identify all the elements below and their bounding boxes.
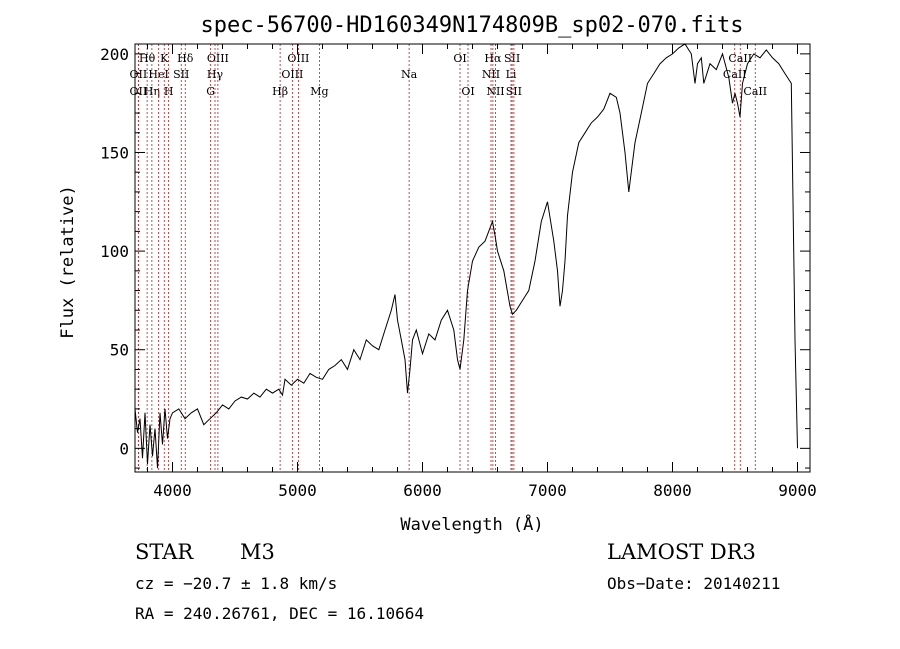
spectral-line-label: NII	[486, 85, 504, 98]
x-tick-label: 4000	[153, 481, 192, 500]
x-tick-label: 9000	[778, 481, 817, 500]
object-subclass: M3	[240, 540, 275, 564]
x-tick-label: 5000	[278, 481, 317, 500]
spectral-line-label: K	[160, 52, 169, 65]
spectral-line-label: Mg	[310, 85, 328, 98]
spectral-line-label: Hδ	[177, 52, 194, 65]
object-class: STAR	[135, 540, 194, 564]
survey-name: LAMOST DR3	[607, 540, 756, 564]
spectral-line-label: SII	[173, 68, 189, 81]
y-tick-label: 150	[100, 143, 129, 162]
chart-title: spec-56700-HD160349N174809B_sp02-070.fit…	[200, 13, 743, 38]
observation-date: Obs−Date: 20140211	[607, 574, 781, 593]
spectral-line-label: OIII	[281, 68, 303, 81]
spectral-line-label: HeI	[148, 68, 168, 81]
spectral-line-label: NII	[482, 68, 500, 81]
spectral-line-label: SII	[506, 85, 522, 98]
spectral-line-label: SII	[504, 52, 520, 65]
x-tick-label: 6000	[403, 481, 442, 500]
spectral-line-label: OIII	[207, 52, 229, 65]
spectral-line-label: Hβ	[272, 85, 288, 98]
spectral-line-label: Na	[401, 68, 418, 81]
y-tick-label: 50	[110, 341, 129, 360]
x-tick-label: 7000	[528, 481, 567, 500]
y-tick-label: 0	[119, 439, 129, 458]
spectrum-line	[134, 43, 798, 469]
spectral-line-label: OI	[461, 85, 474, 98]
spectral-line-label: H	[164, 85, 174, 98]
plot-frame	[134, 43, 811, 473]
spectral-line-label: Hα	[484, 52, 502, 65]
x-tick-label: 8000	[653, 481, 692, 500]
redshift-cz: cz = −20.7 ± 1.8 km/s	[135, 574, 338, 593]
x-axis-label: Wavelength (Å)	[400, 513, 543, 535]
y-tick-label: 200	[100, 45, 129, 64]
y-axis-label: Flux (relative)	[58, 185, 78, 339]
spectral-line-label: CaII	[728, 52, 752, 65]
spectral-line-label: G	[206, 85, 215, 98]
sky-coordinates: RA = 240.26761, DEC = 16.10664	[135, 604, 424, 623]
spectral-line-label: Hη	[144, 85, 160, 98]
spectral-line-label: OIII	[287, 52, 309, 65]
spectral-line-label: OII	[130, 68, 148, 81]
axis-ticks: 4000 5000 6000 7000 8000 9000 0 50 100 150 200	[100, 44, 817, 500]
y-tick-label: 100	[100, 242, 129, 261]
spectral-line-label: OII	[130, 85, 148, 98]
spectral-line-label: Hγ	[207, 68, 224, 81]
spectral-line-label: CaII	[743, 85, 767, 98]
spectral-line-label: Hθ	[139, 52, 156, 65]
spectral-line-label: Li	[506, 68, 517, 81]
spectral-line-label: OI	[453, 52, 466, 65]
